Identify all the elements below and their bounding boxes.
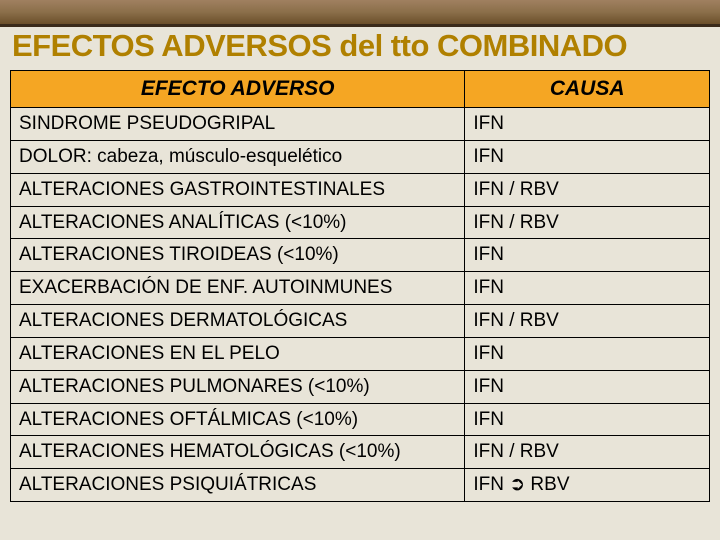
- decorative-top-border: [0, 0, 720, 24]
- cell-cause: IFN ➲ RBV: [465, 469, 710, 502]
- cell-effect: ALTERACIONES HEMATOLÓGICAS (<10%): [11, 436, 465, 469]
- cell-cause: IFN / RBV: [465, 436, 710, 469]
- cell-cause: IFN / RBV: [465, 206, 710, 239]
- cell-effect: ALTERACIONES EN EL PELO: [11, 337, 465, 370]
- header-cause: CAUSA: [465, 71, 710, 108]
- header-effect: EFECTO ADVERSO: [11, 71, 465, 108]
- cell-cause: IFN: [465, 337, 710, 370]
- table-row: EXACERBACIÓN DE ENF. AUTOINMUNES IFN: [11, 272, 710, 305]
- slide-title: EFECTOS ADVERSOS del tto COMBINADO: [10, 28, 710, 64]
- cell-effect: ALTERACIONES PULMONARES (<10%): [11, 370, 465, 403]
- cell-cause: IFN: [465, 108, 710, 141]
- table-row: ALTERACIONES PULMONARES (<10%) IFN: [11, 370, 710, 403]
- table-body: SINDROME PSEUDOGRIPAL IFN DOLOR: cabeza,…: [11, 108, 710, 502]
- cell-cause: IFN / RBV: [465, 305, 710, 338]
- cell-effect: ALTERACIONES DERMATOLÓGICAS: [11, 305, 465, 338]
- cell-cause: IFN: [465, 272, 710, 305]
- table-row: ALTERACIONES OFTÁLMICAS (<10%) IFN: [11, 403, 710, 436]
- table-row: ALTERACIONES HEMATOLÓGICAS (<10%) IFN / …: [11, 436, 710, 469]
- cell-effect: ALTERACIONES GASTROINTESTINALES: [11, 173, 465, 206]
- table-row: ALTERACIONES DERMATOLÓGICAS IFN / RBV: [11, 305, 710, 338]
- table-row: ALTERACIONES PSIQUIÁTRICAS IFN ➲ RBV: [11, 469, 710, 502]
- table-row: SINDROME PSEUDOGRIPAL IFN: [11, 108, 710, 141]
- cell-cause: IFN: [465, 140, 710, 173]
- cell-effect: ALTERACIONES TIROIDEAS (<10%): [11, 239, 465, 272]
- cell-cause: IFN: [465, 370, 710, 403]
- table-row: DOLOR: cabeza, músculo-esquelético IFN: [11, 140, 710, 173]
- cell-effect: EXACERBACIÓN DE ENF. AUTOINMUNES: [11, 272, 465, 305]
- table-row: ALTERACIONES GASTROINTESTINALES IFN / RB…: [11, 173, 710, 206]
- cell-effect: ALTERACIONES ANALÍTICAS (<10%): [11, 206, 465, 239]
- cell-effect: SINDROME PSEUDOGRIPAL: [11, 108, 465, 141]
- adverse-effects-table: EFECTO ADVERSO CAUSA SINDROME PSEUDOGRIP…: [10, 70, 710, 502]
- table-row: ALTERACIONES TIROIDEAS (<10%) IFN: [11, 239, 710, 272]
- table-row: ALTERACIONES EN EL PELO IFN: [11, 337, 710, 370]
- cell-effect: DOLOR: cabeza, músculo-esquelético: [11, 140, 465, 173]
- cell-cause: IFN / RBV: [465, 173, 710, 206]
- table-row: ALTERACIONES ANALÍTICAS (<10%) IFN / RBV: [11, 206, 710, 239]
- cell-cause: IFN: [465, 239, 710, 272]
- cell-effect: ALTERACIONES OFTÁLMICAS (<10%): [11, 403, 465, 436]
- slide-content: EFECTOS ADVERSOS del tto COMBINADO EFECT…: [0, 24, 720, 502]
- cell-effect: ALTERACIONES PSIQUIÁTRICAS: [11, 469, 465, 502]
- cell-cause: IFN: [465, 403, 710, 436]
- table-header-row: EFECTO ADVERSO CAUSA: [11, 71, 710, 108]
